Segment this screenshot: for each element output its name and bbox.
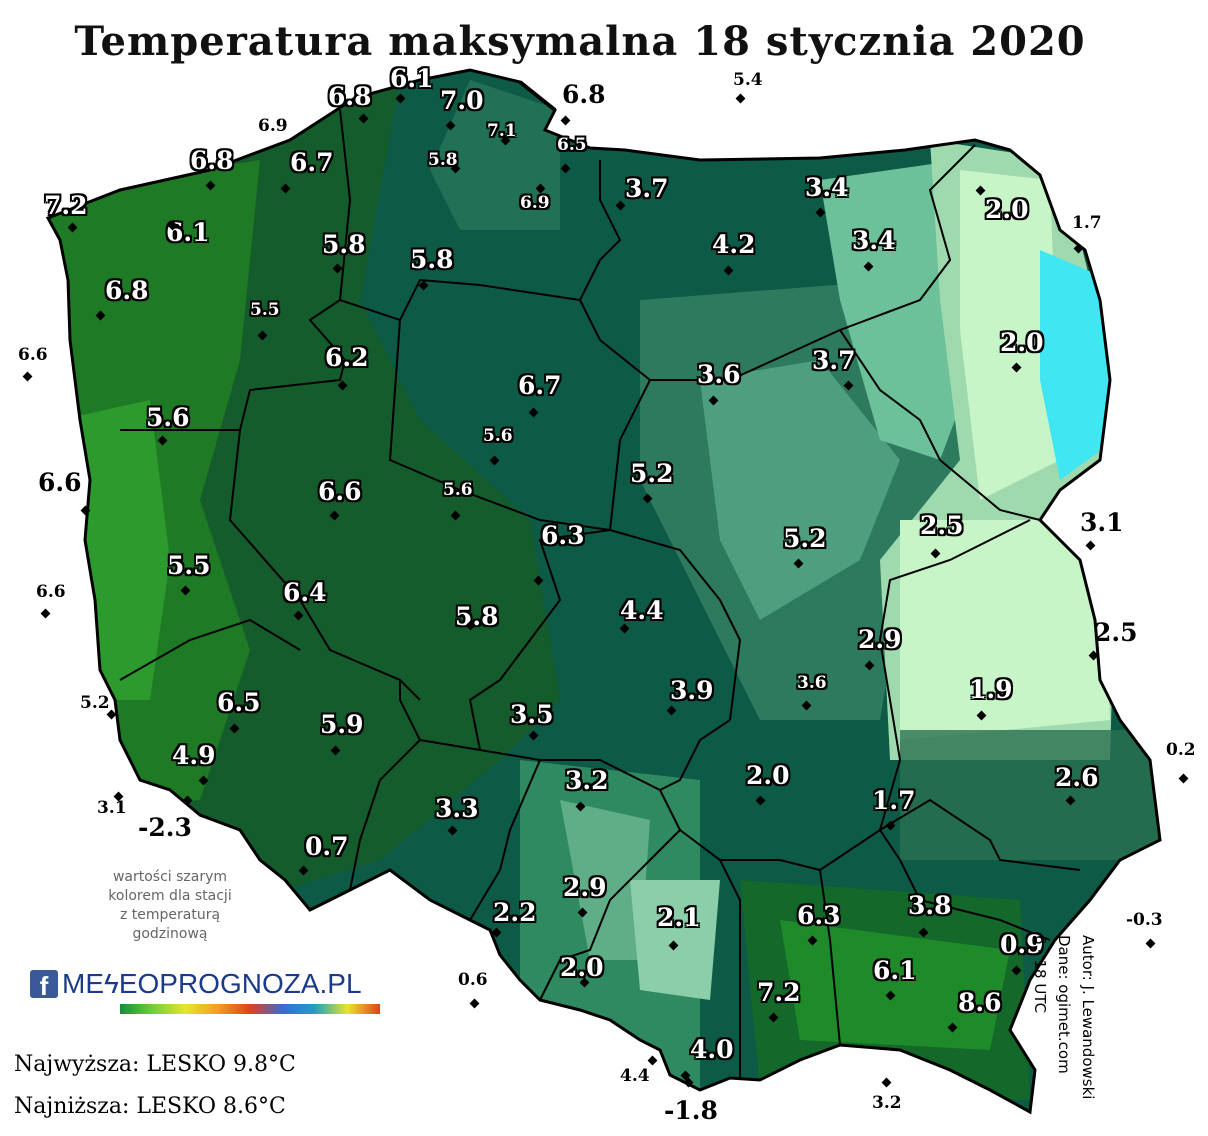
station-value-outside: -0.3	[1126, 910, 1163, 930]
station-value: 5.9	[320, 710, 364, 739]
station-value: 4.9	[172, 741, 216, 770]
station-value-outside: 6.6	[36, 582, 66, 602]
station-value: 5.8	[455, 602, 499, 631]
station-value: 6.1	[390, 64, 434, 93]
station-value: 5.8	[322, 230, 366, 259]
logo-color-bar	[120, 1004, 380, 1014]
station-value: 6.8	[190, 146, 234, 175]
station-value: 2.0	[560, 953, 604, 982]
station-value: 3.5	[510, 700, 554, 729]
author-credits: Autor: J. Lewandowski Dane: ogimet.com 6…	[1028, 935, 1100, 1099]
station-value: 2.9	[563, 873, 607, 902]
note-line: godzinową	[132, 926, 208, 942]
station-value: 3.7	[625, 174, 669, 203]
station-value: 2.0	[1000, 328, 1044, 357]
station-value-outside: 6.9	[258, 116, 288, 136]
station-value: 5.8	[410, 245, 454, 274]
station-value: 6.2	[325, 343, 369, 372]
station-value: 1.9	[969, 675, 1013, 704]
station-value: 6.6	[318, 477, 362, 506]
station-value: 3.4	[852, 226, 896, 255]
station-value: 6.7	[290, 148, 334, 177]
station-value: 2.2	[493, 898, 537, 927]
station-value: 6.5	[557, 135, 587, 155]
station-value: 8.6	[958, 988, 1002, 1017]
station-value: 5.8	[428, 150, 458, 170]
station-value: 2.5	[920, 511, 964, 540]
station-value: 0.9	[1000, 930, 1044, 959]
station-value: 2.0	[985, 195, 1029, 224]
station-value: 5.2	[630, 459, 674, 488]
station-value: 3.9	[670, 676, 714, 705]
station-value-outside: 3.1	[1080, 508, 1124, 537]
note-line: z temperaturą	[119, 907, 221, 923]
station-value-outside: 6.6	[38, 468, 82, 497]
station-value-outside: -2.3	[138, 813, 192, 842]
station-value: 5.5	[167, 551, 211, 580]
station-value: 7.2	[757, 978, 801, 1007]
station-value-outside: 0.6	[458, 970, 488, 990]
station-value: 6.4	[283, 578, 327, 607]
station-value: 3.2	[565, 766, 609, 795]
station-value: 5.6	[146, 403, 190, 432]
station-value-outside: 6.6	[18, 345, 48, 365]
time-range-line: 6 - 18 UTC	[1031, 935, 1049, 1014]
station-value: 5.6	[483, 426, 513, 446]
station-value: 6.9	[520, 193, 550, 213]
station-value-outside: 3.2	[872, 1093, 902, 1113]
station-value: 6.8	[328, 82, 372, 111]
station-value: 7.0	[440, 86, 484, 115]
note-line: kolorem dla stacji	[108, 888, 232, 904]
logo-bolt-icon: ϟ	[104, 968, 119, 999]
station-value: 5.5	[250, 300, 280, 320]
highest-temperature: Najwyższa: LESKO 9.8°C	[14, 1052, 296, 1077]
station-value-outside: 6.8	[562, 80, 606, 109]
note-line: wartości szarym	[112, 869, 228, 885]
map-title: Temperatura maksymalna 18 stycznia 2020	[74, 18, 1086, 65]
station-value: 2.1	[657, 903, 701, 932]
station-value: 7.2	[44, 191, 88, 220]
station-value: 5.2	[783, 524, 827, 553]
station-value: 2.9	[858, 625, 902, 654]
station-value: 3.7	[812, 346, 856, 375]
station-value: 6.3	[541, 521, 585, 550]
station-value: 1.7	[872, 786, 916, 815]
station-value: 4.4	[620, 596, 664, 625]
station-value: 3.3	[435, 794, 479, 823]
station-value-outside: 2.5	[1094, 618, 1138, 647]
station-value: 7.1	[487, 121, 517, 141]
station-value: 6.5	[217, 688, 261, 717]
station-value: 6.7	[518, 371, 562, 400]
station-value: 5.6	[443, 480, 473, 500]
station-value-outside: 1.7	[1072, 213, 1102, 233]
station-value-outside: 3.1	[97, 798, 127, 818]
station-value: 4.2	[712, 230, 756, 259]
station-value: 6.3	[797, 901, 841, 930]
author-line: Autor: J. Lewandowski	[1079, 935, 1097, 1100]
station-value: 0.7	[305, 832, 349, 861]
station-value: 6.1	[873, 956, 917, 985]
data-source-line: Dane: ogimet.com	[1055, 935, 1073, 1074]
logo-text: ME	[62, 968, 104, 999]
station-value-outside: 0.2	[1166, 740, 1196, 760]
station-value: 2.6	[1055, 763, 1099, 792]
station-value: 3.6	[697, 360, 741, 389]
station-value: 6.8	[105, 276, 149, 305]
station-value-outside: -1.8	[664, 1096, 718, 1125]
station-value-outside: 5.4	[733, 70, 763, 90]
station-value: 3.4	[805, 173, 849, 202]
station-value: 3.6	[797, 673, 827, 693]
station-value: 2.0	[746, 761, 790, 790]
logo-text-2: EOPROGNOZA.PL	[118, 968, 362, 999]
meteoprognoza-logo: f ME ϟ EOPROGNOZA.PL	[30, 968, 362, 1000]
station-value: 3.8	[908, 891, 952, 920]
station-value-outside: 5.2	[80, 693, 110, 713]
station-value: 4.0	[690, 1035, 734, 1064]
station-value-outside: 4.4	[620, 1066, 650, 1086]
lowest-temperature: Najniższa: LESKO 8.6°C	[14, 1094, 286, 1119]
note: wartości szarym kolorem dla stacji z tem…	[80, 868, 260, 944]
facebook-icon: f	[30, 970, 58, 998]
